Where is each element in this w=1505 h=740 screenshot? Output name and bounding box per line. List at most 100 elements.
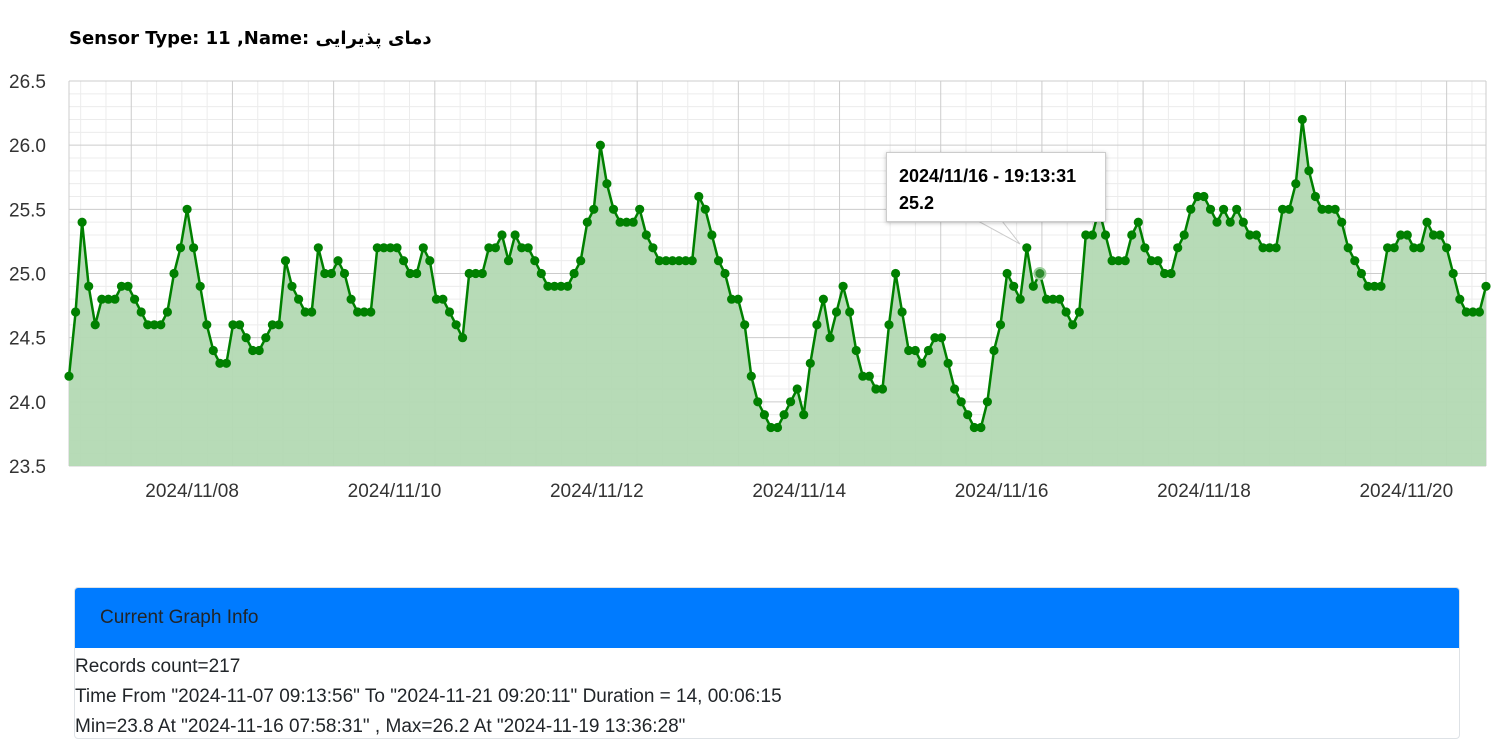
data-point — [1343, 243, 1353, 253]
data-point — [274, 320, 284, 330]
data-point — [1422, 217, 1432, 227]
data-point — [248, 345, 258, 356]
data-point — [123, 281, 133, 291]
time-range: Time From "2024-11-07 09:13:56" To "2024… — [75, 686, 782, 707]
x-tick-label: 2024/11/16 — [955, 481, 1049, 502]
x-tick-label: 2024/11/10 — [348, 481, 442, 502]
data-point — [1055, 294, 1065, 304]
data-point — [969, 422, 979, 433]
data-point — [162, 307, 172, 317]
data-point — [904, 345, 914, 356]
data-point — [536, 268, 546, 279]
data-point — [1297, 114, 1307, 125]
data-point — [359, 307, 369, 317]
data-point — [425, 256, 435, 266]
data-point — [976, 422, 986, 433]
data-point — [431, 294, 441, 304]
data-point — [1350, 256, 1360, 266]
data-point — [1068, 320, 1078, 330]
data-point — [1186, 204, 1196, 214]
data-point — [871, 384, 881, 394]
data-point — [471, 268, 481, 279]
data-point — [1225, 217, 1235, 227]
data-point — [103, 294, 113, 304]
data-point — [90, 320, 100, 330]
data-point — [628, 217, 638, 227]
data-point — [917, 358, 927, 368]
data-point — [1481, 281, 1491, 291]
data-point — [786, 397, 796, 407]
data-point — [1376, 281, 1386, 291]
data-point — [136, 307, 146, 317]
x-tick-label: 2024/11/14 — [752, 481, 846, 502]
data-point — [654, 256, 665, 266]
temperature-area-fill — [69, 119, 1486, 466]
data-point — [602, 179, 612, 189]
data-tooltip: 2024/11/16 - 19:13:31 25.2 — [886, 152, 1106, 222]
data-point — [1140, 243, 1150, 253]
data-point — [1087, 230, 1097, 240]
y-tick-label: 26.5 — [9, 72, 46, 93]
data-point — [707, 230, 717, 240]
data-point — [1232, 204, 1242, 214]
data-point — [1291, 179, 1301, 189]
data-point — [379, 243, 389, 253]
temperature-chart[interactable]: 26.526.025.525.024.524.023.5 2024/11/08 2… — [0, 0, 1505, 560]
data-point — [189, 243, 199, 253]
tooltip-pointer — [977, 220, 1021, 245]
data-point — [412, 268, 422, 279]
data-point — [864, 371, 874, 381]
y-tick-label: 24.0 — [9, 393, 46, 414]
data-point — [851, 345, 861, 356]
graph-info-header: Current Graph Info — [75, 588, 1459, 648]
tooltip-time: 2024/11/16 - 19:13:31 — [899, 166, 1077, 186]
data-point — [530, 256, 540, 266]
data-point — [156, 320, 166, 330]
data-point — [740, 320, 750, 330]
data-point — [71, 307, 81, 317]
data-point — [1474, 307, 1484, 317]
data-point — [1461, 307, 1471, 317]
data-point — [1166, 268, 1176, 279]
data-point — [963, 410, 973, 420]
data-point — [595, 140, 606, 150]
data-points — [64, 114, 1491, 433]
data-point — [517, 243, 527, 253]
data-point — [320, 268, 330, 279]
data-point — [825, 333, 835, 343]
data-point — [228, 320, 238, 330]
data-point — [720, 268, 730, 279]
data-point — [1033, 267, 1047, 280]
data-point — [1356, 268, 1366, 279]
data-point — [569, 268, 579, 279]
data-point — [1271, 243, 1281, 253]
data-point — [667, 256, 678, 266]
data-point — [622, 217, 632, 227]
data-point — [1310, 191, 1320, 202]
data-point — [353, 307, 363, 317]
data-point — [497, 230, 507, 240]
data-point — [1389, 243, 1399, 253]
data-point — [910, 345, 920, 356]
data-point — [458, 333, 468, 343]
y-tick-label: 26.0 — [9, 136, 46, 157]
data-point — [543, 281, 553, 291]
data-point — [326, 268, 336, 279]
data-point — [930, 333, 940, 343]
data-point — [1468, 307, 1478, 317]
data-point — [392, 243, 402, 253]
data-point — [510, 230, 520, 240]
data-point — [143, 320, 153, 330]
data-point — [523, 243, 533, 253]
data-point — [1100, 230, 1111, 240]
data-point — [1212, 217, 1222, 227]
data-point — [648, 243, 658, 253]
data-point — [175, 243, 186, 253]
data-point — [1028, 281, 1038, 291]
data-point — [1160, 268, 1170, 279]
x-tick-label: 2024/11/08 — [145, 481, 239, 502]
y-tick-label: 25.5 — [9, 200, 46, 221]
data-point — [615, 217, 625, 227]
data-point — [799, 410, 809, 420]
data-point — [1238, 217, 1248, 227]
